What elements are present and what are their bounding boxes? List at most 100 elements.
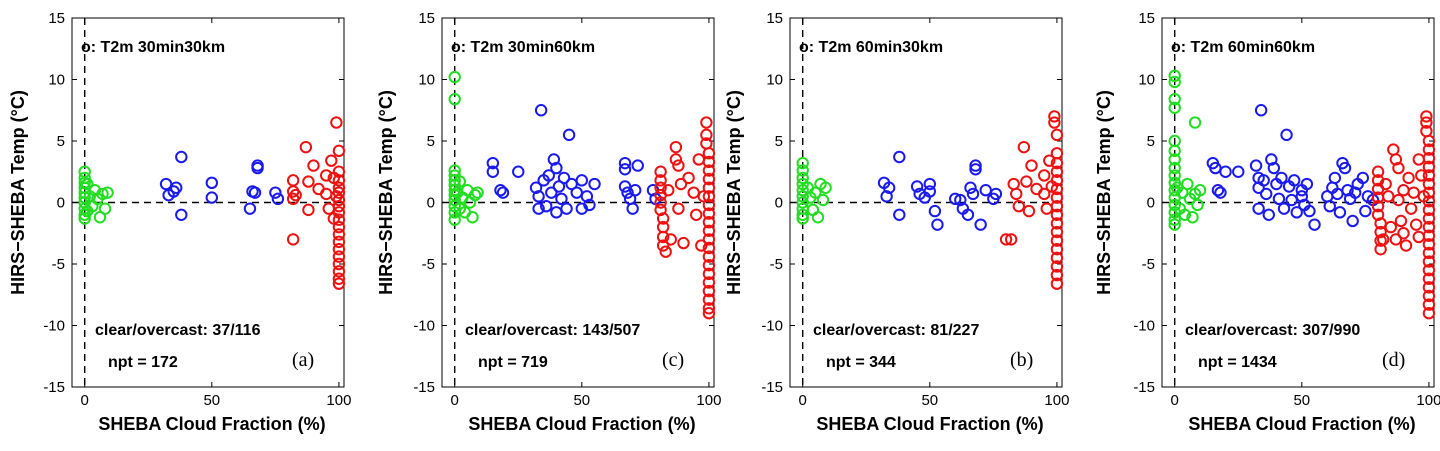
- data-point: [618, 180, 632, 193]
- data-point: [1181, 177, 1194, 191]
- x-tick-label: 50: [203, 392, 220, 409]
- data-point: [1012, 199, 1025, 213]
- data-point: [320, 187, 333, 201]
- data-point: [332, 250, 346, 263]
- clear-overcast-annotation: clear/overcast: 143/507: [465, 322, 640, 339]
- data-point: [1277, 202, 1291, 215]
- data-point: [692, 153, 705, 166]
- data-point: [1422, 272, 1436, 285]
- series-1: [78, 165, 114, 225]
- data-point: [1422, 212, 1436, 225]
- data-point: [550, 161, 563, 175]
- data-point: [1422, 255, 1436, 268]
- data-point: [910, 180, 924, 193]
- data-point: [302, 175, 315, 188]
- y-tick-label: -5: [770, 256, 783, 273]
- data-point: [1422, 160, 1436, 174]
- data-point: [1407, 186, 1420, 199]
- data-point: [453, 175, 466, 188]
- data-point: [1260, 187, 1273, 201]
- data-point: [702, 259, 716, 272]
- data-point: [1397, 184, 1410, 197]
- x-tick-label: 100: [696, 392, 721, 409]
- data-point: [796, 208, 809, 222]
- data-point: [1048, 116, 1061, 129]
- data-point: [656, 212, 670, 225]
- data-point: [656, 239, 670, 252]
- x-axis-label: SHEBA Cloud Fraction (%): [816, 414, 1043, 434]
- data-point: [1272, 192, 1286, 206]
- y-tick-label: 5: [427, 133, 435, 150]
- data-point: [796, 212, 809, 225]
- data-point: [702, 293, 716, 306]
- data-point: [299, 140, 313, 154]
- y-tick-label: -5: [1142, 256, 1155, 273]
- x-tick-label: 50: [1293, 392, 1310, 409]
- data-point: [1422, 246, 1436, 260]
- data-point: [1267, 161, 1281, 175]
- data-point: [669, 140, 683, 154]
- y-tick-label: -15: [43, 379, 65, 396]
- data-point: [893, 150, 906, 164]
- data-point: [1214, 186, 1227, 199]
- data-point: [654, 165, 667, 178]
- data-point: [1004, 233, 1018, 246]
- data-point: [1280, 128, 1293, 142]
- data-point: [1422, 152, 1436, 165]
- data-point: [332, 257, 346, 271]
- data-point: [1168, 218, 1181, 231]
- y-tick-label: -10: [43, 318, 65, 335]
- data-point: [1050, 174, 1064, 187]
- data-point: [78, 212, 91, 225]
- data-point: [1050, 199, 1064, 213]
- data-point: [964, 181, 977, 194]
- data-point: [170, 181, 183, 194]
- data-point: [1040, 202, 1053, 215]
- data-point: [816, 193, 830, 207]
- data-point: [325, 154, 338, 167]
- data-point: [690, 208, 703, 222]
- data-point: [101, 186, 114, 199]
- data-point: [332, 220, 346, 234]
- series-3: [1371, 110, 1436, 320]
- data-point: [702, 276, 716, 289]
- x-axis-label: SHEBA Cloud Fraction (%): [1188, 414, 1415, 434]
- data-point: [1050, 165, 1064, 178]
- data-point: [659, 245, 672, 258]
- series-3: [654, 116, 716, 320]
- data-point: [966, 187, 980, 201]
- data-point: [1048, 110, 1061, 123]
- data-point: [1422, 134, 1436, 148]
- data-point: [1422, 195, 1436, 208]
- data-point: [1394, 214, 1408, 228]
- panel-title: o: T2m 30min60km: [451, 39, 595, 56]
- data-point: [664, 233, 677, 246]
- clear-overcast-annotation: clear/overcast: 37/116: [95, 322, 261, 339]
- x-tick-label: 0: [451, 392, 459, 409]
- data-point: [928, 204, 942, 218]
- data-point: [583, 198, 596, 212]
- data-point: [1050, 182, 1064, 196]
- data-point: [1333, 206, 1347, 219]
- data-point: [1410, 218, 1423, 231]
- series-2: [1206, 104, 1380, 231]
- y-tick-label: 10: [48, 72, 65, 89]
- data-point: [1422, 169, 1436, 182]
- panel-title: o: T2m 30min30km: [81, 39, 225, 56]
- data-point: [989, 187, 1003, 201]
- data-point: [1017, 140, 1031, 154]
- data-point: [1050, 277, 1064, 290]
- data-point: [332, 213, 346, 226]
- data-point: [949, 192, 962, 206]
- data-point: [1043, 154, 1056, 167]
- data-point: [466, 211, 479, 224]
- data-point: [332, 265, 346, 278]
- data-point: [662, 184, 675, 197]
- y-tick-label: 0: [1147, 195, 1155, 212]
- data-point: [96, 187, 109, 201]
- y-tick-label: -15: [413, 379, 435, 396]
- data-point: [322, 202, 335, 215]
- data-point: [175, 208, 188, 222]
- y-tick-label: 10: [418, 72, 435, 89]
- data-point: [1387, 143, 1400, 156]
